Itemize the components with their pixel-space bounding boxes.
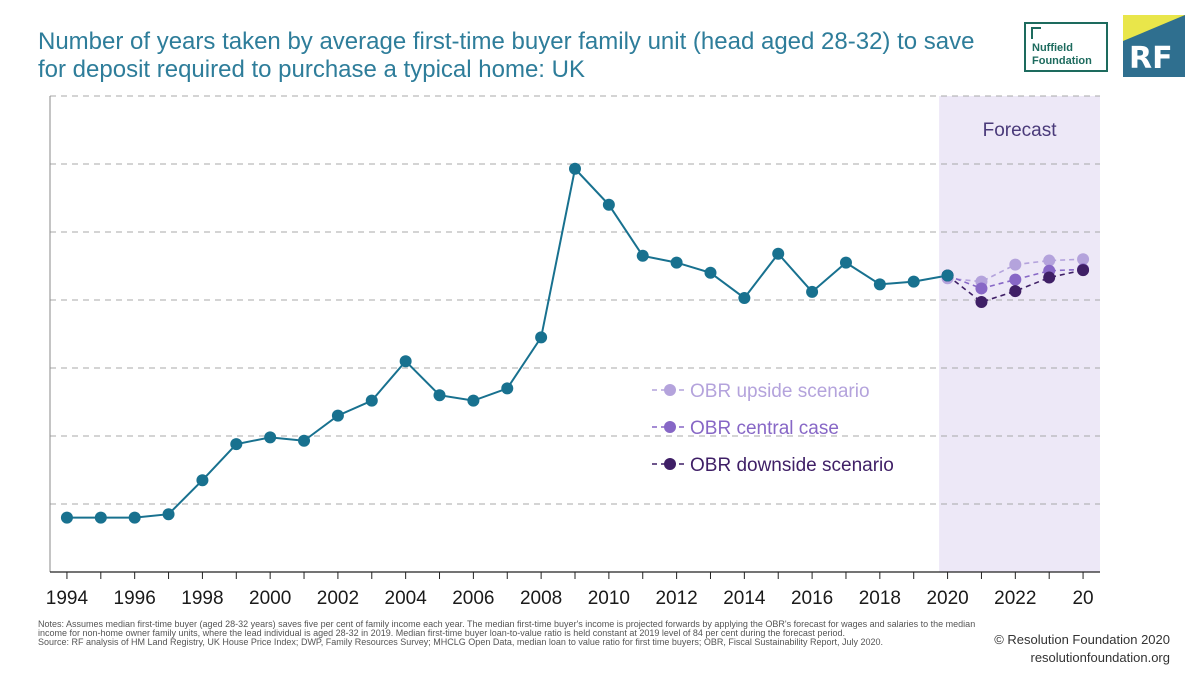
data-point: [738, 291, 751, 304]
x-tick-label: 2018: [859, 588, 901, 609]
x-tick-label: 2004: [385, 588, 428, 609]
data-point: [941, 269, 954, 282]
nuffield-foundation-logo: Nuffield Foundation: [1024, 22, 1108, 72]
data-point: [1009, 258, 1022, 271]
legend-swatch-marker: [664, 384, 676, 396]
legend: OBR upside scenario OBR central case OBR d…: [652, 381, 894, 476]
data-point: [873, 278, 886, 291]
data-point: [535, 331, 548, 344]
x-tick-label: 1994: [46, 588, 89, 609]
data-point: [1043, 254, 1056, 267]
data-point: [162, 508, 175, 521]
data-point: [94, 511, 107, 524]
gridlines: [50, 95, 1100, 505]
data-point: [1077, 264, 1090, 277]
series-line: [947, 268, 1084, 290]
notes-text: Notes: Assumes median first-time buyer (…: [38, 619, 976, 638]
x-tick-label: 2020: [926, 588, 968, 609]
forecast-region: Forecast: [939, 96, 1100, 572]
x-tick-label: 2022: [994, 588, 1036, 609]
data-point: [1043, 271, 1056, 284]
data-point: [569, 162, 581, 175]
nuffield-logo-line1: Nuffield: [1032, 42, 1073, 54]
data-point: [331, 409, 344, 422]
data-point: [772, 247, 785, 260]
x-tick-label: 2002: [317, 588, 359, 609]
data-point: [399, 355, 412, 368]
nuffield-mark-icon: [1031, 27, 1041, 39]
resolution-foundation-logo: RF: [1123, 15, 1185, 77]
data-point: [806, 285, 819, 298]
chart-title: Number of years taken by average first-t…: [38, 28, 975, 83]
x-tick-label: 2012: [655, 588, 697, 609]
forecast-shading: [939, 96, 1100, 572]
source-text: Source: RF analysis of HM Land Registry,…: [38, 637, 883, 647]
data-point: [602, 198, 615, 211]
data-point: [60, 511, 73, 524]
legend-label: OBR downside scenario: [690, 455, 894, 476]
data-point: [365, 394, 378, 407]
x-tick-label: 2000: [249, 588, 291, 609]
x-tick-label: 2010: [588, 588, 630, 609]
x-tick-label: 2006: [452, 588, 494, 609]
series-historical: [60, 162, 954, 524]
copyright-block: © Resolution Foundation 2020 resolutionf…: [994, 631, 1170, 667]
line-chart: Forecast 1994 1996 1998 2000 2002 2004 2006 200…: [46, 95, 1100, 609]
series-line: [947, 269, 1084, 303]
data-point: [670, 256, 683, 269]
data-point: [467, 394, 480, 407]
axes: 1994 1996 1998 2000 2002 2004 2006 2008 2010 2012…: [46, 96, 1100, 609]
data-point: [433, 389, 446, 402]
x-tick-label: 2016: [791, 588, 833, 609]
x-tick-label: 1998: [181, 588, 223, 609]
data-point: [501, 382, 514, 395]
data-point: [839, 256, 852, 269]
data-point: [636, 249, 649, 262]
data-point: [1077, 253, 1090, 266]
series-line: [947, 258, 1084, 283]
legend-label: OBR central case: [690, 418, 839, 439]
legend-swatch-marker: [664, 458, 676, 470]
data-point: [704, 266, 717, 279]
legend-swatch-marker: [664, 421, 676, 433]
series-group: [60, 162, 1090, 524]
rf-logo-wedge-icon: [1123, 15, 1185, 41]
nuffield-logo-line2: Foundation: [1032, 55, 1092, 67]
x-tick-label: 2014: [723, 588, 766, 609]
x-tick-label: 1996: [114, 588, 156, 609]
data-point: [128, 511, 141, 524]
data-point: [907, 275, 920, 288]
data-point: [975, 282, 988, 295]
x-tick-label: 20: [1072, 588, 1093, 609]
rf-logo-text: RF: [1129, 41, 1173, 76]
legend-label: OBR upside scenario: [690, 381, 870, 402]
data-point: [230, 438, 243, 451]
website-text: resolutionfoundation.org: [1030, 650, 1171, 665]
data-point: [196, 474, 209, 487]
data-point: [298, 434, 311, 447]
data-point: [1009, 273, 1022, 286]
copyright-text: © Resolution Foundation 2020: [994, 632, 1170, 647]
data-point: [264, 431, 277, 444]
data-point: [1009, 285, 1022, 298]
x-tick-label: 2008: [520, 588, 562, 609]
data-point: [975, 296, 988, 309]
forecast-label: Forecast: [983, 120, 1058, 141]
notes-block: Notes: Assumes median first-time buyer (…: [38, 620, 978, 647]
